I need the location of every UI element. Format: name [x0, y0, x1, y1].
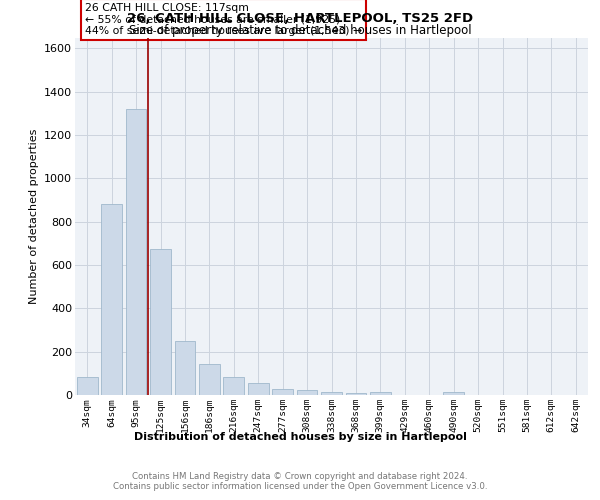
Text: 26 CATH HILL CLOSE: 117sqm
← 55% of detached houses are smaller (1,925)
44% of s: 26 CATH HILL CLOSE: 117sqm ← 55% of deta…: [85, 2, 362, 35]
Text: Contains public sector information licensed under the Open Government Licence v3: Contains public sector information licen…: [113, 482, 487, 491]
Text: Distribution of detached houses by size in Hartlepool: Distribution of detached houses by size …: [134, 432, 466, 442]
Text: Contains HM Land Registry data © Crown copyright and database right 2024.: Contains HM Land Registry data © Crown c…: [132, 472, 468, 481]
Bar: [223, 376, 244, 395]
Bar: [150, 249, 171, 395]
Bar: [443, 392, 464, 395]
Bar: [77, 376, 98, 395]
Y-axis label: Number of detached properties: Number of detached properties: [29, 128, 38, 304]
Bar: [370, 392, 391, 395]
Text: 26, CATH HILL CLOSE, HARTLEPOOL, TS25 2FD: 26, CATH HILL CLOSE, HARTLEPOOL, TS25 2F…: [127, 12, 473, 26]
Bar: [101, 204, 122, 395]
Bar: [248, 383, 269, 395]
Bar: [125, 109, 146, 395]
Text: Size of property relative to detached houses in Hartlepool: Size of property relative to detached ho…: [128, 24, 472, 37]
Bar: [296, 390, 317, 395]
Bar: [175, 342, 196, 395]
Bar: [272, 389, 293, 395]
Bar: [346, 394, 367, 395]
Bar: [321, 392, 342, 395]
Bar: [199, 364, 220, 395]
